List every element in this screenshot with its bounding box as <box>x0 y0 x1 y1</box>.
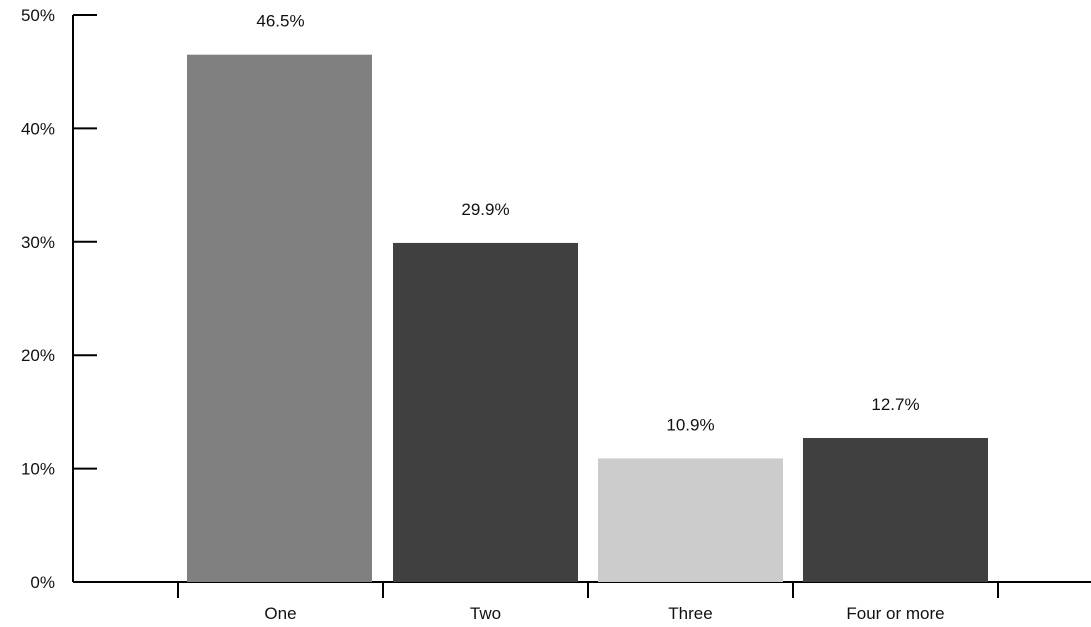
data-label: 29.9% <box>461 200 509 219</box>
y-tick-label: 30% <box>21 233 55 252</box>
data-label: 10.9% <box>666 415 714 434</box>
data-labels: 46.5% 29.9% 10.9% 12.7% <box>256 12 919 435</box>
y-tick-label: 10% <box>21 460 55 479</box>
bars <box>187 54 988 582</box>
y-tick-label: 50% <box>21 6 55 25</box>
bar-one <box>187 54 372 582</box>
data-label: 46.5% <box>256 12 304 31</box>
x-tick-label: One <box>264 604 296 623</box>
x-axis: One Two Three Four or more <box>73 581 1091 623</box>
bar-two <box>393 242 578 582</box>
x-tick-label: Four or more <box>846 604 944 623</box>
y-axis: 0% 10% 20% 30% 40% 50% <box>21 6 97 592</box>
data-label: 12.7% <box>871 395 919 414</box>
bar-three <box>598 458 783 582</box>
y-tick-label: 20% <box>21 346 55 365</box>
y-tick-label: 0% <box>30 573 55 592</box>
x-tick-label: Two <box>470 604 501 623</box>
y-tick-label: 40% <box>21 119 55 138</box>
bar-four-or-more <box>803 437 988 582</box>
x-tick-label: Three <box>668 604 712 623</box>
